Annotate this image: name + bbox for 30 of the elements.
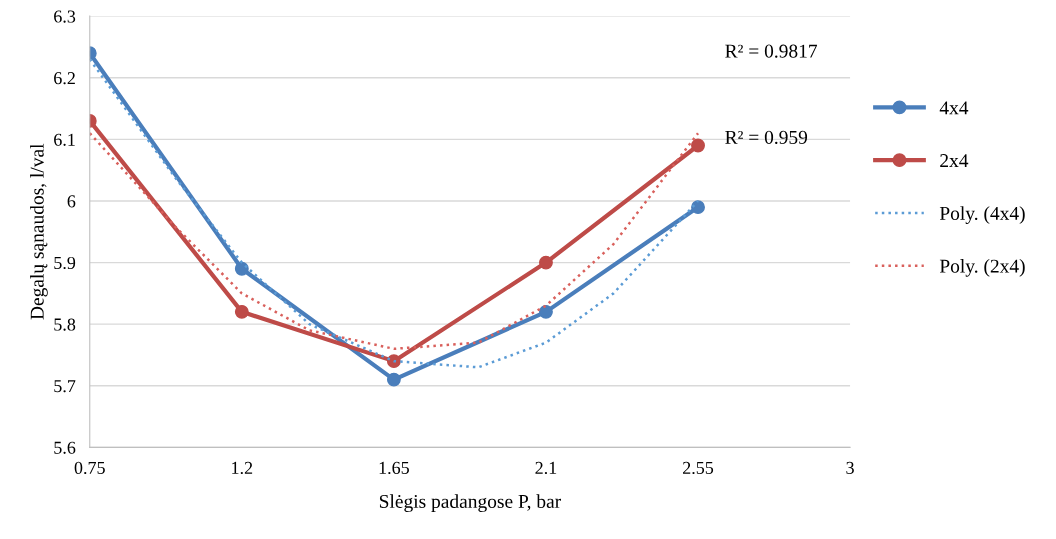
y-tick-label: 6.2	[54, 72, 75, 85]
annotation: R² = 0.959	[725, 130, 808, 145]
point	[539, 304, 553, 319]
x-tick-label: 3	[846, 461, 854, 474]
y-tick-label: 6.3	[54, 10, 76, 23]
y-tick-label: 6.1	[54, 133, 75, 146]
point	[691, 138, 705, 153]
legend-label: 2x4	[940, 154, 969, 167]
y-tick-label: 6	[67, 195, 76, 208]
legend-label: 4x4	[939, 101, 969, 115]
point	[234, 304, 249, 319]
annotation: R² = 0.9817	[725, 44, 818, 58]
point	[386, 354, 401, 369]
point	[234, 261, 249, 276]
point	[539, 255, 553, 270]
y-axis-title: Degalų sąnaudos, l/val	[30, 143, 48, 320]
x-tick-label: 0.75	[74, 461, 105, 475]
y-tick-label: 5.8	[54, 318, 76, 331]
x-tick-label: 1.65	[379, 461, 409, 475]
y-tick-label: 5.7	[54, 380, 76, 393]
x-tick-label: 2.1	[535, 461, 557, 475]
x-axis-title: Slėgis padangose P, bar	[379, 494, 562, 512]
point	[386, 372, 401, 387]
y-tick-label: 5.6	[54, 441, 76, 454]
x-tick-label: 2.55	[683, 461, 714, 475]
y-tick-label: 5.9	[54, 256, 76, 270]
point	[691, 200, 705, 215]
legend-label: Poly. (2x4)	[939, 259, 1025, 277]
x-tick-label: 1.2	[232, 461, 253, 475]
legend-label: Poly. (4x4)	[939, 206, 1025, 224]
